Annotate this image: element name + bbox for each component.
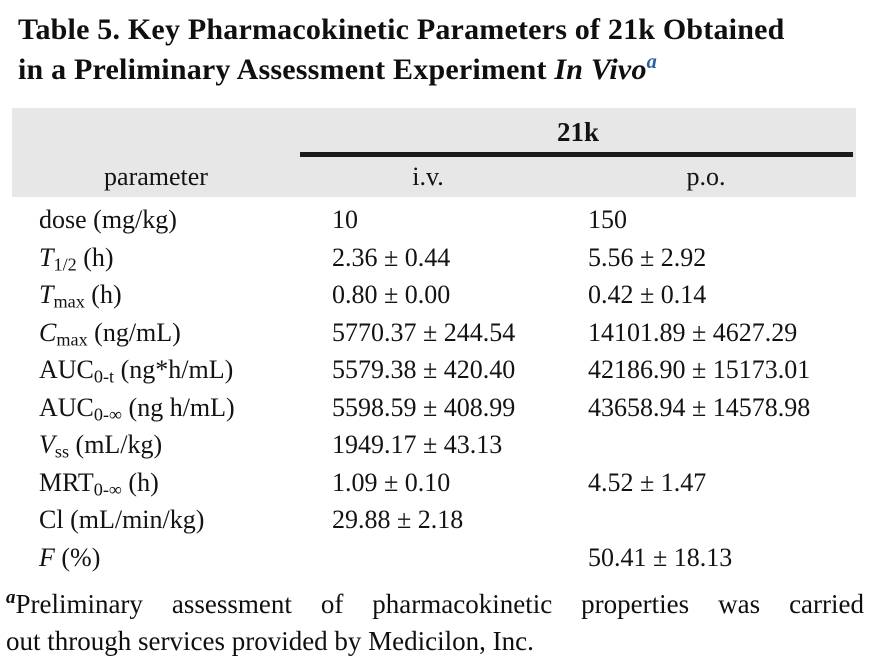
param-label: Cmax (ng/mL) [39,317,181,350]
col-header-parameter: parameter [104,162,208,191]
po-value-cell: 0.42 ± 0.14 [588,280,707,309]
group-header-rule [300,152,853,157]
table-row: F (%) 50.41 ± 18.13 [12,539,856,577]
table-row: Vss (mL/kg) 1949.17 ± 43.13 [12,426,856,464]
param-label: Cl (mL/min/kg) [39,505,205,534]
param-label: Vss (mL/kg) [39,430,163,462]
table-header: 21k parameter i.v. p.o. [12,108,856,197]
table-row: Tmax (h) 0.80 ± 0.00 0.42 ± 0.14 [12,276,856,314]
po-value-cell: 50.41 ± 18.13 [588,542,733,572]
po-value-cell: 42186.90 ± 15173.01 [588,355,811,384]
iv-value-cell: 5598.59 ± 408.99 [332,392,516,422]
compound-group-label: 21k [556,117,600,147]
po-value-cell: 14101.89 ± 4627.29 [588,317,798,347]
col-header-po: p.o. [686,162,726,191]
iv-value-cell: 0.80 ± 0.00 [332,280,451,309]
footnote-marker: a [6,587,16,608]
footnote-line1: aPreliminary assessment of pharmacokinet… [6,587,864,619]
group-header-row: 21k [12,108,856,157]
col-header-iv: i.v. [412,162,444,191]
po-value-cell [556,426,856,464]
po-value-cell [556,501,856,539]
param-label: AUC0-∞ (ng h/mL) [39,392,235,425]
column-header-row: parameter i.v. p.o. [12,152,856,197]
iv-value-cell: 29.88 ± 2.18 [332,505,464,534]
po-value-cell: 43658.94 ± 14578.98 [588,392,811,422]
po-value-cell: 5.56 ± 2.92 [588,242,707,272]
param-label: T1/2 (h) [39,242,114,275]
iv-value-cell: 2.36 ± 0.44 [332,242,451,272]
iv-value-cell [300,539,556,577]
table-title-invivo: In Vivo [554,53,647,86]
table-row: T1/2 (h) 2.36 ± 0.44 5.56 ± 2.92 [12,239,856,277]
param-label: MRT0-∞ (h) [39,467,159,500]
po-value-cell: 4.52 ± 1.47 [588,467,707,497]
iv-value-cell: 5770.37 ± 244.54 [332,317,516,347]
pk-table: 21k parameter i.v. p.o. dose (mg/kg) 10 … [12,108,856,576]
param-label: dose (mg/kg) [39,205,177,234]
table-row: dose (mg/kg) 10 150 [12,201,856,239]
table-title-line1: Table 5. Key Pharmacokinetic Parameters … [18,13,785,46]
table-row: AUC0-∞ (ng h/mL) 5598.59 ± 408.99 43658.… [12,389,856,427]
table-title: Table 5. Key Pharmacokinetic Parameters … [18,10,864,90]
table-row: Cl (mL/min/kg) 29.88 ± 2.18 [12,501,856,539]
param-label: Tmax (h) [39,280,122,312]
table-footnote: aPreliminary assessment of pharmacokinet… [6,586,864,660]
iv-value-cell: 10 [332,205,358,234]
iv-value-cell: 5579.38 ± 420.40 [332,355,516,384]
table-title-line2: in a Preliminary Assessment Experiment [18,53,555,86]
table-row: MRT0-∞ (h) 1.09 ± 0.10 4.52 ± 1.47 [12,464,856,502]
table-row: Cmax (ng/mL) 5770.37 ± 244.54 14101.89 ±… [12,314,856,352]
footnote-line2: out through services provided by Medicil… [6,626,534,656]
po-value-cell: 150 [588,205,627,234]
table-row: AUC0-t (ng*h/mL) 5579.38 ± 420.40 42186.… [12,351,856,389]
footnote-ref-link[interactable]: a [646,51,658,73]
table-body: dose (mg/kg) 10 150 T1/2 (h) 2.36 ± 0.44… [12,197,856,576]
iv-value-cell: 1949.17 ± 43.13 [332,430,503,459]
param-label: AUC0-t (ng*h/mL) [39,355,234,387]
iv-value-cell: 1.09 ± 0.10 [332,467,451,497]
param-label: F (%) [39,542,101,572]
